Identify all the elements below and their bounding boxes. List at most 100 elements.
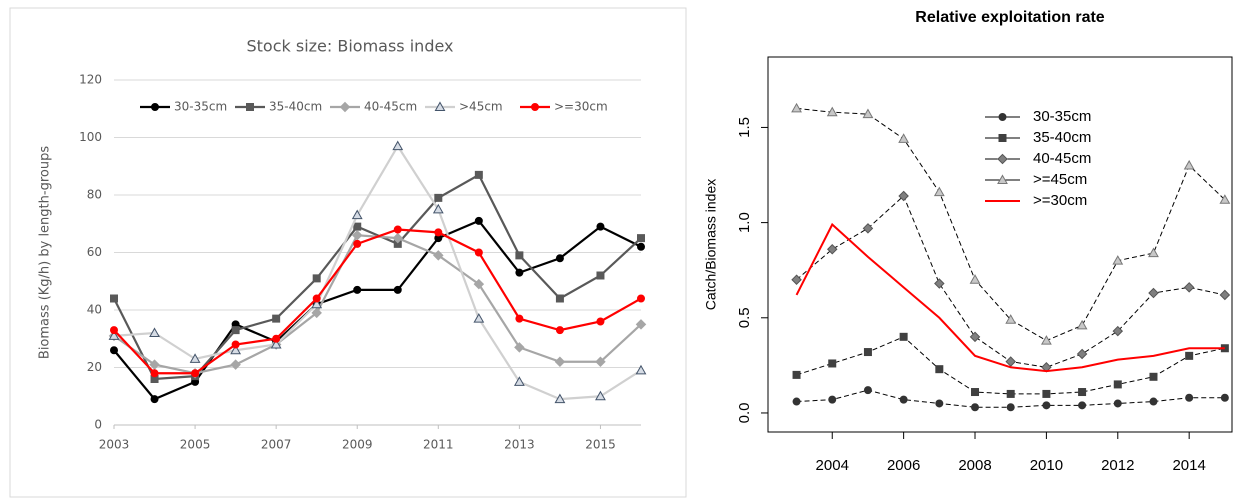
legend-label: >=30cm — [1033, 192, 1087, 209]
y-tick-label: 120 — [79, 73, 102, 87]
marker — [191, 369, 200, 378]
y-tick-label: 100 — [79, 130, 102, 144]
marker — [1149, 372, 1158, 381]
legend-marker — [997, 153, 1008, 165]
marker — [515, 314, 524, 323]
marker — [393, 225, 402, 234]
marker — [1148, 247, 1159, 258]
legend-label: 40-45cm — [1033, 150, 1091, 167]
marker — [1113, 399, 1122, 408]
x-tick-label: 2007 — [261, 438, 292, 452]
marker — [555, 294, 564, 303]
marker — [863, 386, 872, 395]
marker — [272, 314, 281, 323]
marker — [150, 395, 159, 404]
marker — [969, 274, 981, 284]
marker — [862, 223, 874, 234]
legend-label: 40-45cm — [364, 100, 417, 114]
series-line — [113, 228, 642, 375]
x-tick-label: 2012 — [1101, 457, 1134, 474]
marker — [826, 106, 838, 117]
marker — [899, 332, 908, 341]
marker — [1183, 159, 1195, 170]
marker — [1005, 356, 1016, 367]
x-tick-label: 2008 — [958, 457, 991, 474]
legend-marker — [998, 113, 1007, 121]
marker — [311, 307, 322, 319]
x-tick-label: 2006 — [887, 457, 920, 474]
marker — [149, 327, 160, 337]
marker — [1006, 403, 1015, 412]
marker — [791, 274, 802, 285]
marker — [110, 294, 118, 303]
marker — [1149, 397, 1158, 406]
marker — [1219, 289, 1231, 301]
legend-marker — [531, 103, 539, 111]
marker — [596, 271, 605, 280]
marker — [434, 228, 443, 237]
marker — [792, 397, 801, 406]
marker — [434, 193, 443, 202]
marker — [863, 348, 872, 357]
marker — [898, 190, 909, 202]
series-line — [795, 222, 1225, 373]
marker — [230, 359, 241, 370]
marker — [595, 356, 606, 368]
right-chart: Relative exploitation rate Catch/Biomass … — [703, 9, 1233, 474]
legend-label: 30-35cm — [1033, 108, 1091, 125]
marker — [474, 248, 483, 257]
x-tick-label: 2014 — [1172, 457, 1205, 474]
marker — [1183, 282, 1195, 293]
marker — [149, 359, 160, 370]
y-tick-label: 40 — [87, 303, 102, 317]
x-tick-label: 2015 — [585, 438, 616, 452]
marker — [935, 399, 944, 408]
legend-label: 35-40cm — [269, 100, 322, 114]
marker — [1219, 194, 1231, 204]
series-line — [796, 195, 1225, 368]
marker — [637, 294, 645, 303]
marker — [971, 388, 980, 397]
marker — [1185, 351, 1194, 360]
marker — [792, 370, 801, 379]
marker — [1076, 348, 1088, 360]
marker — [1148, 287, 1159, 299]
marker — [189, 353, 201, 363]
plot-box — [767, 56, 1233, 433]
marker — [971, 403, 980, 412]
marker — [474, 170, 483, 179]
marker — [828, 395, 837, 404]
marker — [1006, 389, 1015, 398]
legend-marker — [997, 174, 1008, 184]
marker — [110, 346, 118, 355]
marker — [635, 319, 647, 330]
marker — [791, 102, 802, 113]
marker — [828, 359, 837, 368]
y-tick-label: 1.0 — [736, 212, 753, 233]
marker — [392, 140, 404, 151]
marker — [1042, 401, 1051, 410]
marker — [1078, 401, 1087, 410]
marker — [1220, 393, 1229, 402]
marker — [898, 133, 910, 143]
x-tick-label: 2003 — [99, 438, 130, 452]
y-tick-label: 0.5 — [736, 307, 753, 328]
legend-marker — [998, 134, 1007, 142]
marker — [862, 108, 874, 119]
series-line — [796, 107, 1226, 342]
legend-label: >45cm — [459, 100, 503, 114]
legend-marker — [246, 103, 254, 111]
marker — [595, 390, 606, 401]
marker — [231, 340, 240, 349]
marker — [150, 369, 159, 378]
marker — [515, 268, 524, 277]
marker — [596, 222, 605, 231]
marker — [637, 242, 645, 251]
x-tick-label: 2009 — [342, 438, 373, 452]
marker — [899, 395, 908, 404]
y-axis-label: Biomass (Kg/h) by length-groups — [38, 146, 53, 359]
legend-marker — [339, 101, 351, 113]
marker — [353, 239, 362, 248]
marker — [596, 317, 605, 326]
y-tick-label: 80 — [87, 188, 102, 202]
